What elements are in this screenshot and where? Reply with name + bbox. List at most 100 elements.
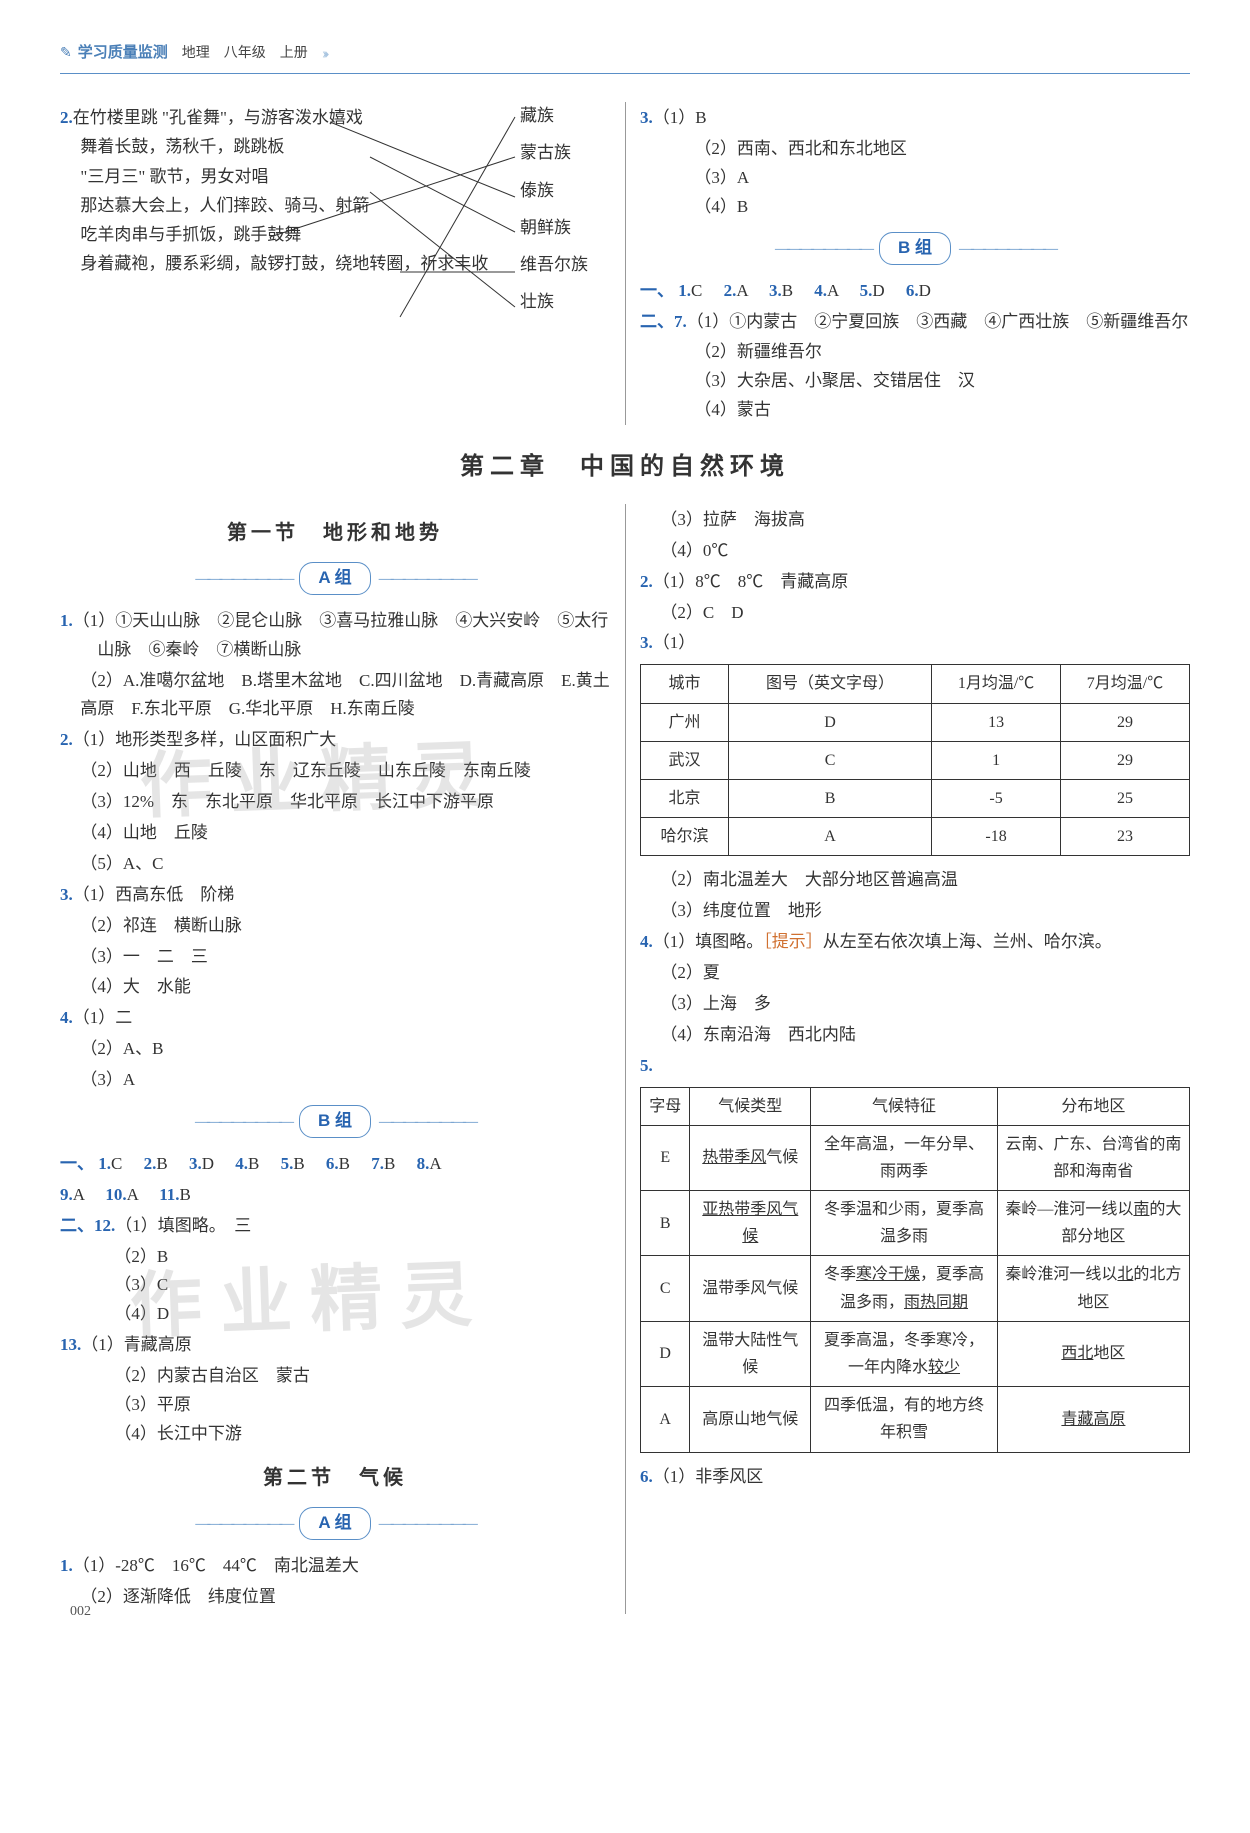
desc: 舞着长鼓，荡秋千，跳跳板 <box>80 137 284 156</box>
group-label: B 组 <box>299 1105 371 1138</box>
answer: （2）新疆维吾尔 <box>640 338 1190 367</box>
b-answers-line: 一、 1.C 2.B 3.D 4.B 5.B 6.B 7.B 8.A <box>60 1150 610 1179</box>
answer: （4）0℃ <box>640 537 1190 566</box>
table-row: 北京B-525 <box>641 779 1190 817</box>
desc: "三月三" 歌节，男女对唱 <box>80 167 268 186</box>
answer: （2）逐渐降低 纬度位置 <box>60 1583 610 1612</box>
th: 7月均温/℃ <box>1061 665 1190 703</box>
answer: （3）12% 东 东北平原 华北平原 长江中下游平原 <box>60 788 610 817</box>
header-subject: 地理 八年级 上册 <box>182 42 308 66</box>
table-row: 武汉C129 <box>641 741 1190 779</box>
desc: 那达慕大会上，人们摔跤、骑马、射箭 <box>80 196 369 215</box>
table-row: B 亚热带季风气候 冬季温和少雨，夏季高温多雨 秦岭—淮河一线以南的大部分地区 <box>641 1191 1190 1256</box>
answer: （1）填图略。 三 <box>115 1216 251 1235</box>
match-left: 2.在竹楼里跳 "孔雀舞"，与游客泼水嬉戏 舞着长鼓，荡秋千，跳跳板 "三月三"… <box>60 102 510 342</box>
group-label: A 组 <box>299 562 370 595</box>
section-title: 第一节 地形和地势 <box>60 516 610 550</box>
answer: （2）夏 <box>640 959 1190 988</box>
b-answers-line: 9.A 10.A 11.B <box>60 1181 610 1210</box>
answer: （4）B <box>640 193 1190 222</box>
answer: （3）上海 多 <box>640 990 1190 1019</box>
q-num: 3. <box>640 108 653 127</box>
answer: （1）①内蒙古 ②宁夏回族 ③西藏 ④广西壮族 ⑤新疆维吾尔 <box>687 312 1189 331</box>
hint-label: ［提示］ <box>763 932 823 951</box>
header-title: 学习质量监测 <box>78 41 168 67</box>
table-row: 字母 气候类型 气候特征 分布地区 <box>641 1087 1190 1125</box>
answer: （2）山地 西 丘陵 东 辽东丘陵 山东丘陵 东南丘陵 <box>60 757 610 786</box>
answer: （1）①天山山脉 ②昆仑山脉 ③喜马拉雅山脉 ④大兴安岭 ⑤太行山脉 ⑥秦岭 ⑦… <box>73 611 609 659</box>
answer: （4）大 水能 <box>60 973 610 1002</box>
group-label: B 组 <box>879 232 951 265</box>
answer: （3）大杂居、小聚居、交错居住 汉 <box>640 367 1190 396</box>
answer: （3）平原 <box>60 1391 610 1420</box>
answer: （4）东南沿海 西北内陆 <box>640 1021 1190 1050</box>
answer: （5）A、C <box>60 850 610 879</box>
answer: （4）山地 丘陵 <box>60 819 610 848</box>
ethnic: 藏族 <box>520 102 610 129</box>
answer: （4）D <box>60 1300 610 1329</box>
group-pill: A 组 <box>60 1507 610 1540</box>
table-row: D 温带大陆性气候 夏季高温，冬季寒冷，一年内降水较少 西北地区 <box>641 1321 1190 1386</box>
answer: （2）南北温差大 大部分地区普遍高温 <box>640 866 1190 895</box>
top-right-col: 3.（1）B （2）西南、西北和东北地区 （3）A （4）B B 组 一、 1.… <box>640 102 1190 425</box>
answer: （3）拉萨 海拔高 <box>640 506 1190 535</box>
answer: （3）纬度位置 地形 <box>640 897 1190 926</box>
ethnic: 傣族 <box>520 177 610 204</box>
table-row: E 热带季风气候 全年高温，一年分旱、雨两季 云南、广东、台湾省的南部和海南省 <box>641 1125 1190 1190</box>
b-answers-1: 一、 1.C 2.A 3.B 4.A 5.D 6.D <box>640 277 1190 306</box>
th: 1月均温/℃ <box>932 665 1061 703</box>
answer: （4）长江中下游 <box>60 1420 610 1449</box>
right-col: （3）拉萨 海拔高 （4）0℃ 2.（1）8℃ 8℃ 青藏高原 （2）C D 3… <box>640 504 1190 1614</box>
left-col: 第一节 地形和地势 A 组 1.（1）①天山山脉 ②昆仑山脉 ③喜马拉雅山脉 ④… <box>60 504 610 1614</box>
table-row: 城市 图号（英文字母） 1月均温/℃ 7月均温/℃ <box>641 665 1190 703</box>
matching-block: 2.在竹楼里跳 "孔雀舞"，与游客泼水嬉戏 舞着长鼓，荡秋千，跳跳板 "三月三"… <box>60 102 610 342</box>
group-pill: A 组 <box>60 562 610 595</box>
answer: （2）A.准噶尔盆地 B.塔里木盆地 C.四川盆地 D.青藏高原 E.黄土高原 … <box>60 667 610 725</box>
ethnic: 壮族 <box>520 288 610 315</box>
ethnic: 蒙古族 <box>520 139 610 166</box>
page-header: ✎ 学习质量监测 地理 八年级 上册 ››› <box>60 40 1190 74</box>
answer: （1）二 <box>73 1008 133 1027</box>
climate-table: 字母 气候类型 气候特征 分布地区 E 热带季风气候 全年高温，一年分旱、雨两季… <box>640 1087 1190 1453</box>
ethnic: 朝鲜族 <box>520 214 610 241</box>
desc: 在竹楼里跳 "孔雀舞"，与游客泼水嬉戏 <box>73 108 363 127</box>
table-row: 哈尔滨A-1823 <box>641 818 1190 856</box>
table-row: C 温带季风气候 冬季寒冷干燥，夏季高温多雨，雨热同期 秦岭淮河一线以北的北方地… <box>641 1256 1190 1321</box>
answer: （2）B <box>60 1243 610 1272</box>
answer: （3）C <box>60 1271 610 1300</box>
q-num: 2. <box>60 108 73 127</box>
answer: （1）西高东低 阶梯 <box>73 885 235 904</box>
answer: （2）内蒙古自治区 蒙古 <box>60 1362 610 1391</box>
group-pill: B 组 <box>60 1105 610 1138</box>
answer: （3）A <box>60 1066 610 1095</box>
answer: （2）A、B <box>60 1035 610 1064</box>
main-section: 第一节 地形和地势 A 组 1.（1）①天山山脉 ②昆仑山脉 ③喜马拉雅山脉 ④… <box>60 504 1190 1614</box>
answer: （2）祁连 横断山脉 <box>60 912 610 941</box>
pencil-icon: ✎ <box>60 42 72 66</box>
match-right: 藏族 蒙古族 傣族 朝鲜族 维吾尔族 壮族 <box>520 102 610 342</box>
answer: （1）地形类型多样，山区面积广大 <box>73 730 337 749</box>
group-pill: B 组 <box>640 232 1190 265</box>
answer: （4）蒙古 <box>640 396 1190 425</box>
answer: （2）西南、西北和东北地区 <box>640 135 1190 164</box>
group-label: A 组 <box>299 1507 370 1540</box>
chevron-icon: ››› <box>322 40 326 67</box>
section-title: 第二节 气候 <box>60 1461 610 1495</box>
table-row: A 高原山地气候 四季低温，有的地方终年积雪 青藏高原 <box>641 1387 1190 1452</box>
chapter-title: 第二章 中国的自然环境 <box>60 447 1190 488</box>
desc: 身着藏袍，腰系彩绸，敲锣打鼓，绕地转圈，祈求丰收 <box>80 254 488 273</box>
answer: （1）-28℃ 16℃ 44℃ 南北温差大 <box>73 1556 359 1575</box>
answer: （1）青藏高原 <box>81 1335 192 1354</box>
answer: （2）C D <box>640 599 1190 628</box>
answer: （3）A <box>640 164 1190 193</box>
table-row: 广州D1329 <box>641 703 1190 741</box>
th: 图号（英文字母） <box>728 665 931 703</box>
ethnic: 维吾尔族 <box>520 251 610 278</box>
answer: （3）一 二 三 <box>60 943 610 972</box>
answer: （1）B <box>653 108 707 127</box>
answer: （1）8℃ 8℃ 青藏高原 <box>653 572 849 591</box>
desc: 吃羊肉串与手抓饭，跳手鼓舞 <box>80 225 301 244</box>
page-number: 002 <box>70 1600 91 1624</box>
top-section: 2.在竹楼里跳 "孔雀舞"，与游客泼水嬉戏 舞着长鼓，荡秋千，跳跳板 "三月三"… <box>60 102 1190 425</box>
top-left-col: 2.在竹楼里跳 "孔雀舞"，与游客泼水嬉戏 舞着长鼓，荡秋千，跳跳板 "三月三"… <box>60 102 610 425</box>
